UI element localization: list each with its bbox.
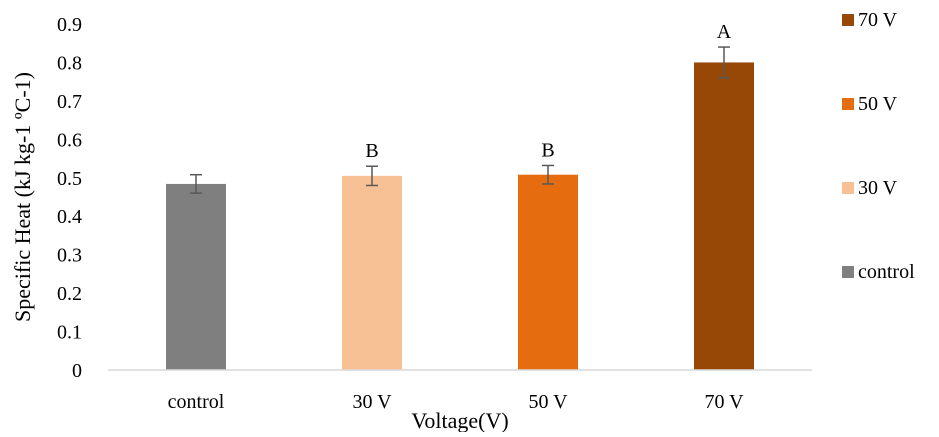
legend-swatch (842, 14, 854, 26)
error-bar (542, 164, 554, 185)
legend-item: 50 V (842, 93, 898, 115)
bar-30-v (342, 175, 402, 370)
y-tick-label: 0.9 (57, 14, 82, 36)
bar-50-v (518, 174, 578, 370)
y-axis-title: Specific Heat (kJ kg-1 ºC-1) (10, 72, 35, 322)
x-tick-label: 30 V (352, 391, 392, 413)
y-tick-label: 0.3 (57, 245, 82, 267)
legend-item: 70 V (842, 9, 898, 31)
error-bar (190, 173, 202, 194)
legend-swatch (842, 266, 854, 278)
legend-label: 30 V (858, 177, 898, 199)
y-tick-label: 0.6 (57, 129, 82, 151)
y-tick-label: 0 (72, 360, 82, 382)
error-bar (366, 165, 378, 187)
legend-label: 50 V (858, 93, 898, 115)
x-axis-title: Voltage(V) (411, 408, 508, 432)
error-bars-layer (190, 46, 730, 194)
bars-layer (166, 62, 754, 370)
y-tick-label: 0.5 (57, 168, 82, 190)
x-tick-label: 50 V (528, 391, 568, 413)
x-tick-label: control (168, 391, 225, 413)
significance-letters-layer: B B A (365, 21, 731, 162)
x-axis-ticks: control 30 V 50 V 70 V (168, 391, 744, 413)
error-bar (718, 46, 730, 79)
legend-label: 70 V (858, 9, 898, 31)
y-tick-label: 0.8 (57, 52, 82, 74)
y-tick-label: 0.4 (57, 206, 82, 228)
legend-item: control (842, 261, 915, 283)
legend: 70 V 50 V 30 V control (842, 9, 915, 283)
significance-letter: B (541, 139, 554, 161)
legend-swatch (842, 182, 854, 194)
y-tick-label: 0.7 (57, 91, 82, 113)
legend-label: control (858, 261, 915, 283)
y-axis-ticks: 0 0.1 0.2 0.3 0.4 0.5 0.6 0.7 0.8 0.9 (57, 14, 82, 382)
bar-control (166, 183, 226, 370)
significance-letter: B (365, 140, 378, 162)
significance-letter: A (717, 21, 732, 43)
x-tick-label: 70 V (704, 391, 744, 413)
y-tick-label: 0.2 (57, 283, 82, 305)
y-tick-label: 0.1 (57, 322, 82, 344)
bar-70-v (694, 62, 754, 370)
legend-item: 30 V (842, 177, 898, 199)
legend-swatch (842, 98, 854, 110)
